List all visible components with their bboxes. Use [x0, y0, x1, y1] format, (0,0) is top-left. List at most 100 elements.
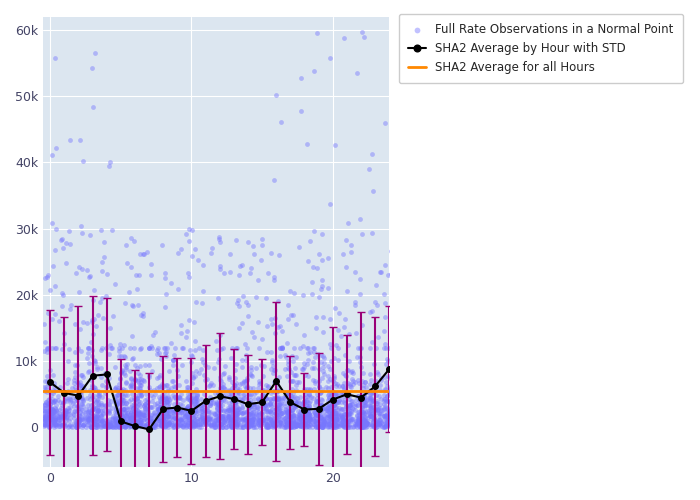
Full Rate Observations in a Normal Point [237, 410, 248, 418]
Full Rate Observations in a Normal Point [267, 362, 279, 370]
Full Rate Observations in a Normal Point [64, 345, 75, 353]
Full Rate Observations in a Normal Point [354, 413, 365, 421]
Full Rate Observations in a Normal Point [181, 409, 193, 417]
Full Rate Observations in a Normal Point [245, 408, 256, 416]
Full Rate Observations in a Normal Point [293, 414, 304, 422]
Full Rate Observations in a Normal Point [45, 390, 56, 398]
Full Rate Observations in a Normal Point [115, 412, 126, 420]
Full Rate Observations in a Normal Point [323, 396, 334, 404]
Full Rate Observations in a Normal Point [234, 416, 245, 424]
Full Rate Observations in a Normal Point [76, 384, 87, 392]
Full Rate Observations in a Normal Point [246, 416, 258, 424]
Full Rate Observations in a Normal Point [146, 424, 157, 432]
Full Rate Observations in a Normal Point [282, 404, 293, 412]
Full Rate Observations in a Normal Point [152, 402, 163, 410]
Full Rate Observations in a Normal Point [342, 341, 354, 349]
Full Rate Observations in a Normal Point [378, 412, 389, 420]
Full Rate Observations in a Normal Point [203, 414, 214, 422]
Full Rate Observations in a Normal Point [186, 398, 197, 406]
Full Rate Observations in a Normal Point [344, 416, 355, 424]
Full Rate Observations in a Normal Point [265, 400, 276, 408]
Full Rate Observations in a Normal Point [167, 421, 178, 429]
Full Rate Observations in a Normal Point [121, 411, 132, 419]
Full Rate Observations in a Normal Point [225, 354, 237, 362]
Full Rate Observations in a Normal Point [125, 422, 136, 430]
Full Rate Observations in a Normal Point [125, 408, 136, 416]
Full Rate Observations in a Normal Point [120, 420, 132, 428]
Full Rate Observations in a Normal Point [75, 406, 86, 413]
Full Rate Observations in a Normal Point [230, 398, 241, 406]
Full Rate Observations in a Normal Point [111, 391, 122, 399]
Full Rate Observations in a Normal Point [349, 301, 360, 309]
Full Rate Observations in a Normal Point [62, 404, 74, 411]
Full Rate Observations in a Normal Point [360, 398, 371, 406]
Full Rate Observations in a Normal Point [60, 394, 71, 402]
Full Rate Observations in a Normal Point [125, 414, 136, 422]
Full Rate Observations in a Normal Point [379, 119, 391, 127]
Full Rate Observations in a Normal Point [243, 420, 254, 428]
Full Rate Observations in a Normal Point [307, 364, 318, 372]
Full Rate Observations in a Normal Point [141, 398, 152, 406]
Full Rate Observations in a Normal Point [265, 394, 276, 402]
Full Rate Observations in a Normal Point [162, 344, 173, 352]
Full Rate Observations in a Normal Point [335, 422, 346, 430]
Full Rate Observations in a Normal Point [388, 362, 399, 370]
Full Rate Observations in a Normal Point [127, 415, 138, 423]
Full Rate Observations in a Normal Point [134, 410, 146, 418]
Full Rate Observations in a Normal Point [260, 422, 272, 430]
Full Rate Observations in a Normal Point [154, 394, 165, 402]
Full Rate Observations in a Normal Point [338, 416, 349, 424]
Full Rate Observations in a Normal Point [188, 388, 199, 396]
Full Rate Observations in a Normal Point [78, 318, 89, 326]
Full Rate Observations in a Normal Point [344, 330, 355, 338]
Full Rate Observations in a Normal Point [46, 404, 57, 412]
Full Rate Observations in a Normal Point [211, 412, 223, 420]
Full Rate Observations in a Normal Point [225, 402, 236, 410]
Full Rate Observations in a Normal Point [363, 408, 374, 416]
Full Rate Observations in a Normal Point [304, 386, 316, 394]
Full Rate Observations in a Normal Point [387, 410, 398, 418]
Full Rate Observations in a Normal Point [92, 402, 103, 410]
Full Rate Observations in a Normal Point [330, 412, 341, 420]
Full Rate Observations in a Normal Point [128, 406, 139, 414]
Full Rate Observations in a Normal Point [195, 406, 206, 414]
Full Rate Observations in a Normal Point [270, 314, 281, 322]
Full Rate Observations in a Normal Point [284, 417, 295, 425]
Full Rate Observations in a Normal Point [360, 421, 371, 429]
Full Rate Observations in a Normal Point [54, 398, 65, 406]
Full Rate Observations in a Normal Point [163, 420, 174, 428]
Full Rate Observations in a Normal Point [267, 400, 279, 407]
Full Rate Observations in a Normal Point [227, 344, 238, 352]
Full Rate Observations in a Normal Point [316, 282, 328, 290]
Full Rate Observations in a Normal Point [174, 422, 186, 430]
Full Rate Observations in a Normal Point [371, 408, 382, 416]
Full Rate Observations in a Normal Point [295, 414, 306, 422]
Full Rate Observations in a Normal Point [246, 416, 257, 424]
Full Rate Observations in a Normal Point [192, 417, 203, 425]
Full Rate Observations in a Normal Point [174, 415, 186, 423]
Full Rate Observations in a Normal Point [274, 250, 285, 258]
Full Rate Observations in a Normal Point [284, 402, 295, 409]
Full Rate Observations in a Normal Point [88, 383, 99, 391]
Full Rate Observations in a Normal Point [323, 372, 334, 380]
Full Rate Observations in a Normal Point [197, 358, 208, 366]
Full Rate Observations in a Normal Point [91, 421, 102, 429]
Full Rate Observations in a Normal Point [186, 416, 197, 424]
Full Rate Observations in a Normal Point [43, 394, 55, 402]
Full Rate Observations in a Normal Point [281, 420, 293, 428]
Full Rate Observations in a Normal Point [178, 422, 189, 430]
Full Rate Observations in a Normal Point [205, 378, 216, 386]
Full Rate Observations in a Normal Point [174, 400, 186, 408]
Full Rate Observations in a Normal Point [111, 401, 122, 409]
Full Rate Observations in a Normal Point [74, 325, 85, 333]
Full Rate Observations in a Normal Point [290, 421, 302, 429]
Full Rate Observations in a Normal Point [316, 422, 328, 430]
Full Rate Observations in a Normal Point [82, 413, 93, 421]
Full Rate Observations in a Normal Point [228, 380, 239, 388]
Full Rate Observations in a Normal Point [260, 416, 271, 424]
Full Rate Observations in a Normal Point [289, 419, 300, 427]
Full Rate Observations in a Normal Point [359, 378, 370, 386]
Full Rate Observations in a Normal Point [47, 406, 58, 414]
Full Rate Observations in a Normal Point [88, 405, 99, 413]
Full Rate Observations in a Normal Point [379, 396, 391, 404]
